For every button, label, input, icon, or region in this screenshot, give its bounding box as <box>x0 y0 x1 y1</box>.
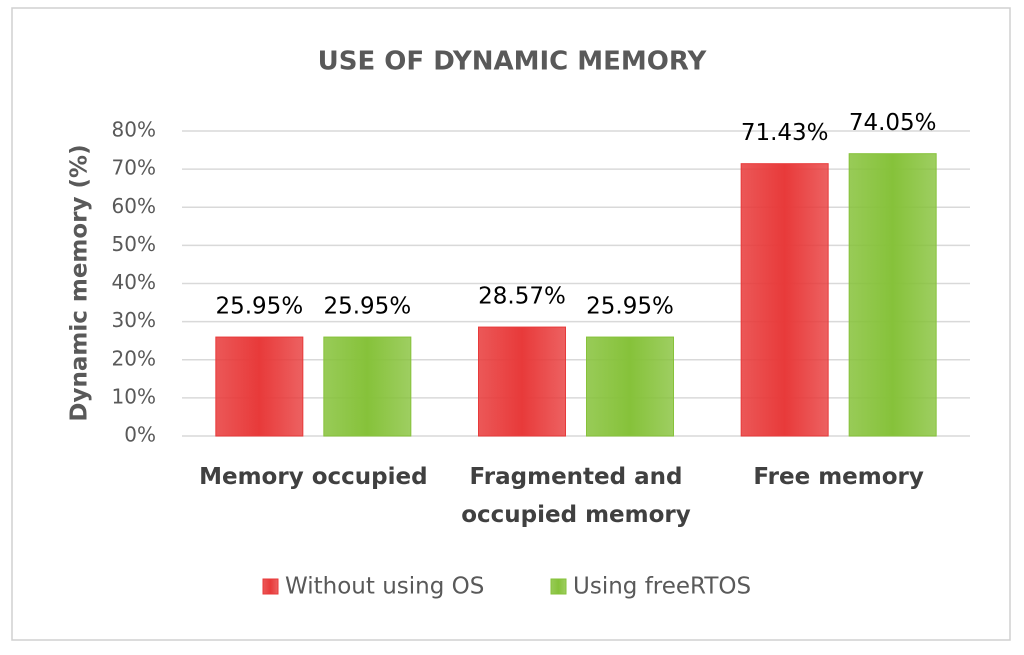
data-label: 74.05% <box>849 110 937 136</box>
legend-swatch <box>262 578 279 595</box>
bar <box>848 153 937 437</box>
y-tick-label: 0% <box>124 423 156 447</box>
chart-title: USE OF DYNAMIC MEMORY <box>318 47 708 77</box>
y-tick-label: 60% <box>112 194 156 218</box>
data-label: 25.95% <box>586 294 674 320</box>
chart-border <box>11 7 1011 641</box>
legend-label: Using freeRTOS <box>573 574 751 600</box>
x-tick-label: Fragmented and occupied memory <box>461 464 691 528</box>
y-tick-label: 30% <box>112 308 156 332</box>
bar <box>323 336 412 437</box>
data-label: 28.57% <box>478 284 566 310</box>
data-label: 25.95% <box>323 294 411 320</box>
bar <box>586 336 674 437</box>
legend-swatch <box>550 578 567 595</box>
x-tick-label: Memory occupied <box>199 464 428 490</box>
data-label: 71.43% <box>741 120 829 146</box>
y-tick-label: 70% <box>112 156 156 180</box>
y-tick-label: 80% <box>112 118 156 142</box>
y-tick-label: 20% <box>112 346 156 370</box>
bar <box>215 336 304 437</box>
data-label: 25.95% <box>215 294 303 320</box>
y-tick-label: 50% <box>112 232 156 256</box>
x-tick-label: Free memory <box>753 464 924 490</box>
bar <box>478 326 566 437</box>
bar <box>740 163 829 437</box>
y-tick-label: 40% <box>112 270 156 294</box>
y-tick-label: 10% <box>112 384 156 408</box>
legend-label: Without using OS <box>285 574 484 600</box>
y-axis-label: Dynamic memory (%) <box>67 144 93 421</box>
